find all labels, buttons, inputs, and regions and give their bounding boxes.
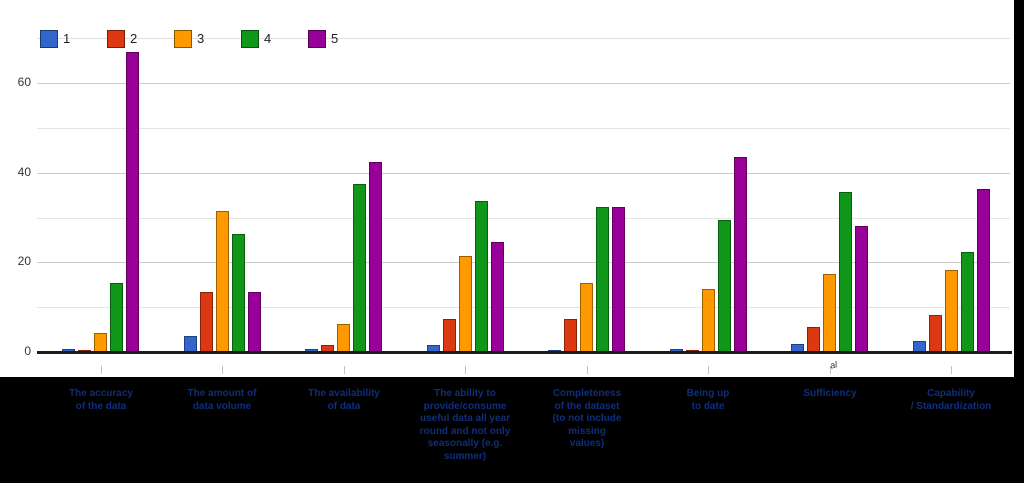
category-label: Capability / Standardization (910, 388, 992, 412)
gridline-10 (37, 307, 1010, 308)
legend-swatch-5 (308, 30, 326, 48)
chart-panel: 0 20 40 60 1 2 3 4 5 (0, 0, 1014, 377)
gridline-40 (37, 173, 1010, 174)
category-tick (344, 366, 345, 374)
gridline-20 (37, 262, 1010, 263)
category-tick (708, 366, 709, 374)
legend-swatch-4 (241, 30, 259, 48)
y-axis-tick-label: 0 (24, 344, 31, 358)
bar-series-1 (427, 345, 440, 352)
bar-series-1 (62, 349, 75, 352)
legend-item-1: 1 (40, 30, 85, 48)
category-label: Sufficiency (803, 388, 857, 399)
bar-series-5 (248, 292, 261, 352)
bar-series-4 (232, 234, 245, 352)
plot-baseline (37, 351, 1012, 354)
bar-series-5 (369, 162, 382, 352)
gridline-50 (37, 128, 1010, 129)
category-tick (587, 366, 588, 374)
bar-series-3 (580, 283, 593, 352)
gridline-30 (37, 218, 1010, 219)
bar-series-5 (734, 157, 747, 352)
category-label: The ability to provide/consume useful da… (419, 388, 511, 462)
category-tick (830, 366, 831, 374)
legend-gridline (37, 38, 1010, 39)
y-axis-tick-label: 40 (17, 165, 31, 179)
legend-swatch-1 (40, 30, 58, 48)
category-tick (465, 366, 466, 374)
bar-series-2 (443, 319, 456, 352)
legend-swatch-2 (107, 30, 125, 48)
bar-series-3 (459, 256, 472, 352)
category-tick (222, 366, 223, 374)
category-label: The availability of data (308, 388, 380, 412)
legend-swatch-3 (174, 30, 192, 48)
bar-series-5 (126, 52, 139, 352)
category-tick (101, 366, 102, 374)
bar-series-4 (110, 283, 123, 352)
category-tick (951, 366, 952, 374)
bar-series-5 (491, 242, 504, 352)
bar-series-4 (961, 252, 974, 352)
bar-series-3 (94, 333, 107, 352)
bar-series-5 (855, 226, 868, 352)
legend-item-5: 5 (308, 30, 353, 48)
legend-label: 3 (197, 31, 205, 46)
legend-item-4: 4 (241, 30, 286, 48)
bar-series-2 (200, 292, 213, 352)
category-label: Being up to date (686, 388, 730, 412)
legend-label: 1 (63, 31, 71, 46)
bar-series-1 (670, 349, 683, 352)
legend-item-3: 3 (174, 30, 219, 48)
bar-series-4 (353, 184, 366, 352)
bar-series-3 (945, 270, 958, 352)
bar-series-3 (702, 289, 715, 352)
bar-series-5 (977, 189, 990, 352)
legend-item-2: 2 (107, 30, 152, 48)
legend-label: 4 (264, 31, 272, 46)
bar-series-3 (216, 211, 229, 352)
bar-series-4 (718, 220, 731, 352)
bar-series-1 (305, 349, 318, 352)
bar-series-3 (337, 324, 350, 352)
bar-series-3 (823, 274, 836, 352)
bar-series-1 (913, 341, 926, 352)
bar-series-4 (839, 192, 852, 352)
category-label: The accuracy of the data (69, 388, 133, 412)
legend-label: 5 (331, 31, 339, 46)
bar-series-4 (475, 201, 488, 352)
legend-label: 2 (130, 31, 138, 46)
y-axis-tick-label: 60 (17, 75, 31, 89)
category-label: Completeness of the dataset (to not incl… (552, 388, 622, 449)
bar-series-2 (564, 319, 577, 352)
gridline-60 (37, 83, 1010, 84)
bar-series-5 (612, 207, 625, 352)
y-axis-tick-label: 20 (17, 254, 31, 268)
bar-series-4 (596, 207, 609, 352)
bar-series-2 (321, 345, 334, 352)
bar-series-2 (807, 327, 820, 352)
bar-series-1 (791, 344, 804, 352)
category-label: The amount of data volume (187, 388, 257, 412)
bar-series-1 (184, 336, 197, 352)
bar-series-2 (929, 315, 942, 352)
